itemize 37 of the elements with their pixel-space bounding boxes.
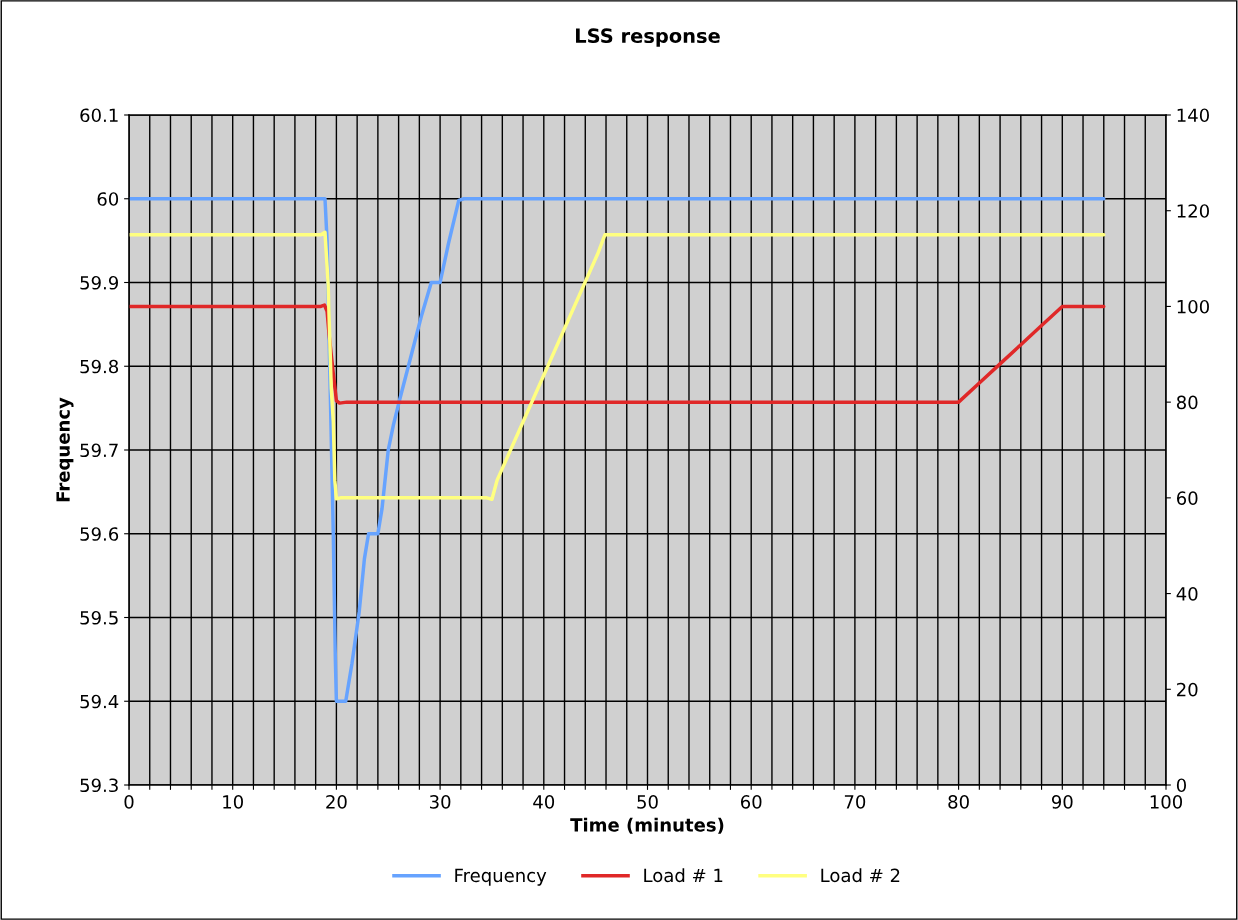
y-tick-label: 60 — [97, 192, 119, 206]
y-tick-label: 59.6 — [80, 527, 119, 541]
y-axis-title: Frequency — [56, 397, 74, 502]
line-series — [129, 197, 1106, 703]
x-tick-label: 40 — [533, 795, 555, 809]
chart-title: LSS response — [576, 28, 720, 47]
x-tick-label: 20 — [326, 795, 347, 809]
legend-label: Load # 1 — [644, 868, 723, 883]
x-tick-label: 60 — [740, 795, 762, 809]
x-tick-label: 70 — [844, 795, 866, 809]
x-axis-title: Time (minutes) — [570, 817, 724, 834]
y-tick-label: 59.5 — [80, 610, 118, 625]
x-tick-label: 0 — [124, 795, 134, 809]
y2-tick-label: 20 — [1177, 682, 1198, 697]
y2-tick-label: 40 — [1176, 587, 1198, 601]
x-tick-label: 10 — [223, 795, 243, 809]
y-tick-label: 59.7 — [80, 443, 118, 458]
legend-label: Load # 2 — [821, 868, 900, 883]
y2-tick-label: 120 — [1177, 204, 1209, 218]
x-tick-label: 100 — [1150, 795, 1183, 809]
y2-tick-label: 0 — [1176, 778, 1187, 793]
x-tick-label: 80 — [948, 795, 969, 809]
y-tick-label: 59.8 — [80, 359, 119, 374]
x-tick-label: 30 — [429, 795, 451, 809]
y-tick-label: 59.4 — [80, 694, 119, 709]
y2-tick-label: 100 — [1177, 299, 1209, 314]
y2-tick-label: 80 — [1176, 395, 1198, 410]
y2-tick-label: 140 — [1177, 108, 1209, 123]
x-tick-label: 50 — [637, 795, 658, 809]
line-series — [129, 303, 1106, 405]
legend-label: Frequency — [455, 868, 547, 886]
y-tick-label: 60.1 — [80, 108, 118, 123]
x-tick-label: 90 — [1051, 795, 1073, 809]
y2-tick-label: 60 — [1176, 491, 1198, 505]
y-tick-label: 59.9 — [80, 275, 119, 290]
line-series — [129, 230, 1106, 502]
y-tick-label: 59.3 — [80, 778, 118, 793]
